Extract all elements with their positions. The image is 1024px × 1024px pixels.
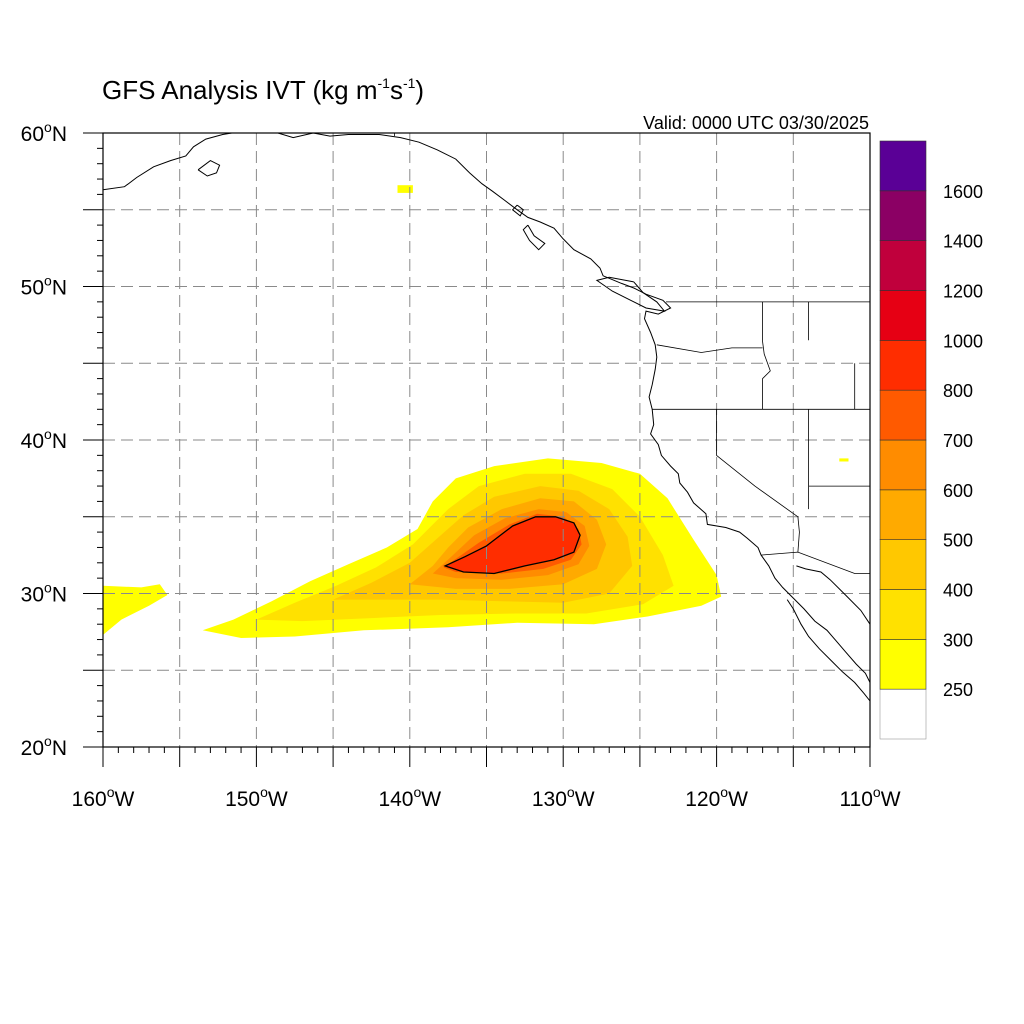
colorbar-label: 700	[943, 431, 973, 451]
ivt-band-250-2	[397, 185, 413, 193]
colorbar-box	[879, 489, 927, 540]
ivt-contour	[443, 516, 581, 575]
lat-label: 60oN	[21, 119, 67, 146]
lat-label: 20oN	[21, 733, 67, 760]
colorbar-label: 300	[943, 630, 973, 650]
colorbar-box	[879, 240, 927, 291]
axis-ticks	[83, 132, 871, 767]
lon-label: 150oW	[225, 784, 288, 811]
colorbar-box	[879, 589, 927, 640]
lon-label: 130oW	[532, 784, 595, 811]
coastline	[522, 224, 546, 251]
colorbar-label: 1000	[943, 331, 983, 351]
colorbar-label: 250	[943, 680, 973, 700]
colorbar-label: 500	[943, 531, 973, 551]
colorbar-box	[879, 290, 927, 341]
colorbar-box	[879, 340, 927, 391]
colorbar-label: 400	[943, 581, 973, 601]
colorbar-box	[879, 688, 927, 740]
colorbar-box	[879, 140, 927, 192]
coastline	[786, 599, 870, 702]
lat-label: 50oN	[21, 273, 67, 300]
political-border	[762, 301, 771, 410]
ivt-band-250-1	[103, 584, 168, 635]
latitude-axis-labels: 60oN 50oN 40oN 30oN 20oN	[21, 119, 67, 760]
ivt-band-250-3	[839, 458, 849, 462]
ivt-contour-layer	[443, 516, 581, 575]
colorbar-box	[879, 190, 927, 241]
coastline	[277, 133, 870, 683]
ivt-shading-layer	[103, 185, 849, 638]
lon-label: 120oW	[685, 784, 748, 811]
political-border	[761, 551, 870, 574]
lat-label: 30oN	[21, 580, 67, 607]
coastline	[511, 204, 524, 217]
lat-lon-grid	[103, 133, 870, 747]
longitude-axis-labels: 160oW 150oW 140oW 130oW 120oW 110oW	[72, 784, 901, 811]
colorbar-label: 800	[943, 381, 973, 401]
plot-title: GFS Analysis IVT (kg m-1s-1)	[102, 75, 424, 105]
lon-label: 140oW	[378, 784, 441, 811]
political-border	[716, 409, 800, 553]
political-border	[656, 344, 763, 353]
coastline	[595, 276, 666, 312]
ivt-band-800-9	[445, 516, 581, 574]
lon-label: 160oW	[72, 784, 135, 811]
colorbar-label: 1200	[943, 282, 983, 302]
colorbar-label: 1600	[943, 182, 983, 202]
coastline	[796, 565, 870, 625]
colorbar-label: 1400	[943, 232, 983, 252]
valid-time-label: Valid: 0000 UTC 03/30/2025	[643, 113, 869, 133]
colorbar-box	[879, 539, 927, 590]
lat-label: 40oN	[21, 426, 67, 453]
lon-label: 110oW	[839, 784, 900, 811]
colorbar-box	[879, 639, 927, 690]
coastline	[197, 160, 221, 177]
coastline-layer	[103, 133, 870, 702]
colorbar-box	[879, 389, 927, 441]
colorbar-label: 600	[943, 481, 973, 501]
colorbar: 250 300 400 500 600 700 800 1000 1200 1400 1600	[879, 140, 983, 740]
colorbar-box	[879, 439, 927, 491]
coastline	[103, 133, 232, 191]
